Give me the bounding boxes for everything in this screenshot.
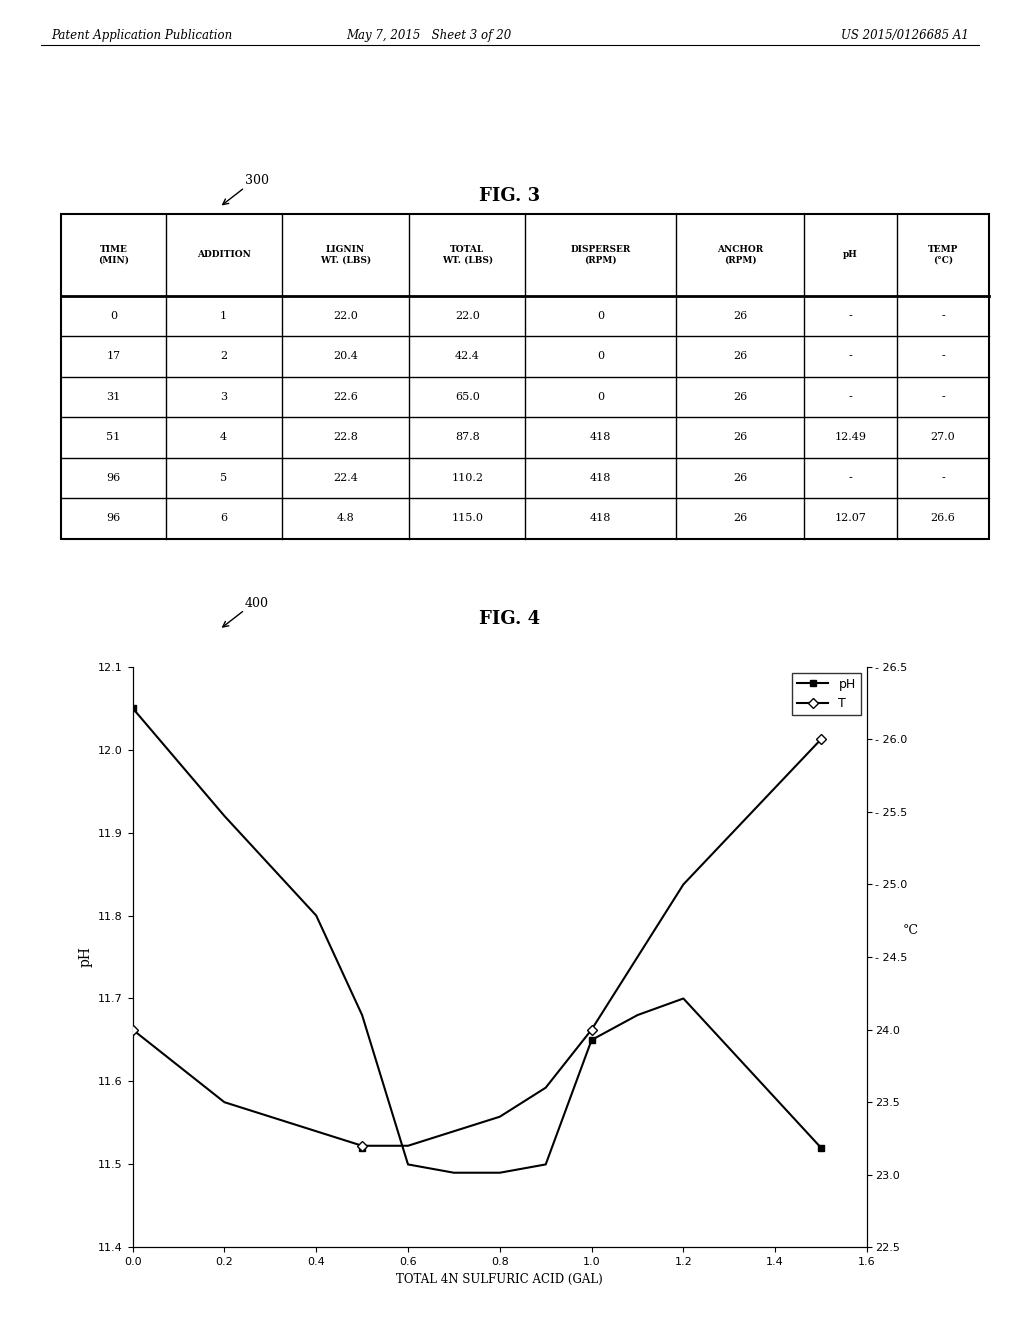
Text: ANCHOR
(RPM): ANCHOR (RPM) <box>716 246 762 264</box>
Text: 26: 26 <box>732 473 746 483</box>
Text: 4: 4 <box>220 433 227 442</box>
Text: 27.0: 27.0 <box>929 433 955 442</box>
Text: -: - <box>941 473 944 483</box>
Text: 22.6: 22.6 <box>332 392 358 401</box>
Text: 6: 6 <box>220 513 227 523</box>
Text: 96: 96 <box>106 513 120 523</box>
Legend: pH, T: pH, T <box>792 673 860 715</box>
Text: FIG. 4: FIG. 4 <box>479 610 540 628</box>
Text: TOTAL
WT. (LBS): TOTAL WT. (LBS) <box>441 246 492 264</box>
Text: 26: 26 <box>732 351 746 362</box>
Text: TEMP
(°C): TEMP (°C) <box>927 246 957 264</box>
Text: 42.4: 42.4 <box>454 351 479 362</box>
X-axis label: TOTAL 4N SULFURIC ACID (GAL): TOTAL 4N SULFURIC ACID (GAL) <box>396 1272 602 1286</box>
Text: -: - <box>941 351 944 362</box>
Text: 22.0: 22.0 <box>332 312 358 321</box>
Text: -: - <box>848 473 851 483</box>
Text: 115.0: 115.0 <box>450 513 483 523</box>
Text: 96: 96 <box>106 473 120 483</box>
Text: -: - <box>848 351 851 362</box>
Text: 31: 31 <box>106 392 120 401</box>
Text: 300: 300 <box>245 174 269 187</box>
Text: 12.49: 12.49 <box>834 433 865 442</box>
Text: 110.2: 110.2 <box>450 473 483 483</box>
Text: 12.07: 12.07 <box>834 513 865 523</box>
Text: 22.4: 22.4 <box>332 473 358 483</box>
Text: pH: pH <box>842 251 857 259</box>
Text: LIGNIN
WT. (LBS): LIGNIN WT. (LBS) <box>320 246 371 264</box>
Text: 26: 26 <box>732 433 746 442</box>
Text: 3: 3 <box>220 392 227 401</box>
Text: 22.8: 22.8 <box>332 433 358 442</box>
Text: 418: 418 <box>589 473 610 483</box>
Text: 418: 418 <box>589 513 610 523</box>
Text: -: - <box>848 392 851 401</box>
Text: US 2015/0126685 A1: US 2015/0126685 A1 <box>841 29 968 42</box>
Text: 0: 0 <box>596 351 603 362</box>
Text: 418: 418 <box>589 433 610 442</box>
Text: -: - <box>848 312 851 321</box>
Text: 20.4: 20.4 <box>332 351 358 362</box>
Text: FIG. 3: FIG. 3 <box>479 187 540 206</box>
Text: May 7, 2015   Sheet 3 of 20: May 7, 2015 Sheet 3 of 20 <box>345 29 511 42</box>
Text: 51: 51 <box>106 433 120 442</box>
Text: -: - <box>941 312 944 321</box>
Text: 26: 26 <box>732 513 746 523</box>
Text: 0: 0 <box>596 312 603 321</box>
Text: 26: 26 <box>732 312 746 321</box>
Text: 26.6: 26.6 <box>929 513 955 523</box>
Text: 87.8: 87.8 <box>454 433 479 442</box>
Text: °C: °C <box>902 924 918 937</box>
Text: -: - <box>941 392 944 401</box>
Text: Patent Application Publication: Patent Application Publication <box>51 29 232 42</box>
Text: 400: 400 <box>245 597 269 610</box>
Text: 4.8: 4.8 <box>336 513 354 523</box>
Text: TIME
(MIN): TIME (MIN) <box>98 246 128 264</box>
Text: 26: 26 <box>732 392 746 401</box>
Text: 17: 17 <box>106 351 120 362</box>
Text: ADDITION: ADDITION <box>197 251 251 259</box>
Text: 5: 5 <box>220 473 227 483</box>
Y-axis label: pH: pH <box>78 946 93 968</box>
Text: 0: 0 <box>596 392 603 401</box>
Text: 22.0: 22.0 <box>454 312 479 321</box>
Text: 2: 2 <box>220 351 227 362</box>
Text: 0: 0 <box>110 312 117 321</box>
Text: 1: 1 <box>220 312 227 321</box>
Text: DISPERSER
(RPM): DISPERSER (RPM) <box>570 246 630 264</box>
Text: 65.0: 65.0 <box>454 392 479 401</box>
